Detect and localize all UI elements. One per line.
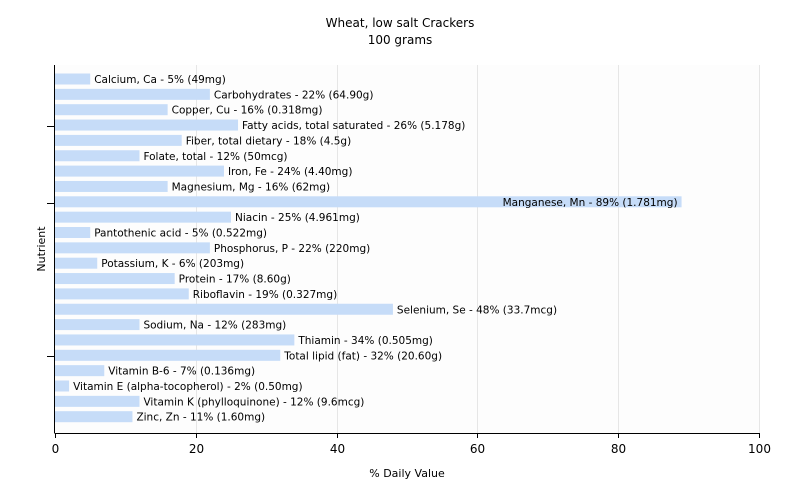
bar-label: Riboflavin - 19% (0.327mg) [193,289,337,301]
y-axis-ticks [47,126,55,357]
bar [55,180,168,192]
bar [55,165,224,177]
x-tick-label: 60 [470,442,485,456]
bar-label: Pantothenic acid - 5% (0.522mg) [94,228,267,240]
bar [55,288,189,300]
bar [55,196,682,208]
bar-label: Potassium, K - 6% (203mg) [101,258,244,270]
x-tick-label: 100 [748,442,771,456]
bar [55,242,210,254]
bar-label: Iron, Fe - 24% (4.40mg) [228,166,352,178]
bar-label: Calcium, Ca - 5% (49mg) [94,74,226,86]
bar-label: Manganese, Mn - 89% (1.781mg) [503,197,678,209]
bar-label: Magnesium, Mg - 16% (62mg) [172,181,331,193]
bar [55,303,393,315]
bar-label: Niacin - 25% (4.961mg) [235,212,360,224]
bar [55,411,133,423]
bar-label: Selenium, Se - 48% (33.7mcg) [397,304,557,316]
bar [55,257,98,269]
bar-label: Carbohydrates - 22% (64.90g) [214,89,374,101]
bar [55,211,231,223]
bar-label: Vitamin K (phylloquinone) - 12% (9.6mcg) [143,396,364,408]
bar [55,319,140,331]
chart-subtitle: 100 grams [368,33,433,47]
bar-label: Vitamin E (alpha-tocopherol) - 2% (0.50m… [73,381,303,393]
x-tick-label: 0 [52,442,60,456]
bar-label: Total lipid (fat) - 32% (20.60g) [283,350,442,362]
bar [55,88,210,100]
bar-label: Copper, Cu - 16% (0.318mg) [172,105,323,117]
bar-label: Vitamin B-6 - 7% (0.136mg) [108,366,255,378]
bar [55,227,91,238]
bar [55,349,281,361]
x-axis-ticks: 0 20 40 60 80 100 [52,433,771,456]
bar [55,104,168,116]
bar-label: Protein - 17% (8.60g) [179,274,291,286]
bars [55,73,682,423]
x-tick-label: 80 [611,442,626,456]
bar [55,73,91,85]
bar-label: Thiamin - 34% (0.505mg) [297,335,433,347]
bar [55,119,239,131]
bar-label: Fiber, total dietary - 18% (4.5g) [186,135,351,147]
bar [55,134,182,146]
bar-label: Phosphorus, P - 22% (220mg) [214,243,370,255]
x-axis-label: % Daily Value [369,467,445,480]
bar [55,273,175,285]
y-axis-label: Nutrient [35,226,48,272]
bar-label: Zinc, Zn - 11% (1.60mg) [136,412,265,424]
x-tick-label: 20 [189,442,204,456]
bar [55,334,295,346]
x-tick-label: 40 [330,442,345,456]
bar-labels: Calcium, Ca - 5% (49mg) Carbohydrates - 2… [73,74,677,424]
bar-label: Folate, total - 12% (50mcg) [143,151,287,163]
bar-label: Fatty acids, total saturated - 26% (5.17… [242,120,465,132]
bar-label: Sodium, Na - 12% (283mg) [143,320,286,332]
chart-title: Wheat, low salt Crackers [326,16,475,30]
bar [55,150,140,162]
bar [55,365,105,377]
bar [55,395,140,407]
bar [55,380,70,392]
